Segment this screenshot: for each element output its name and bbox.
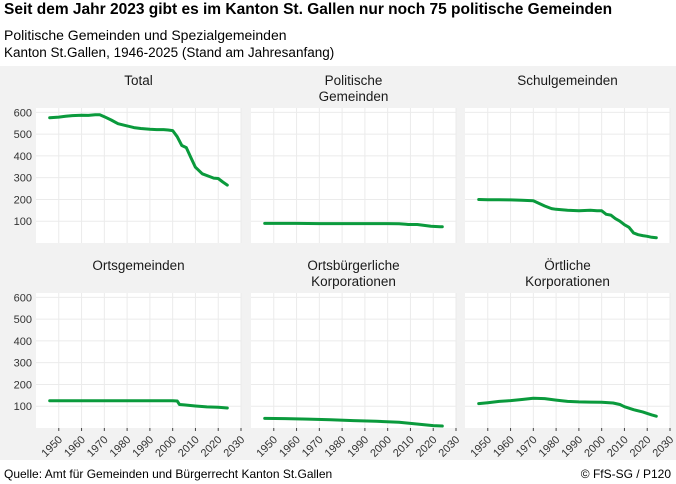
series-line [48, 113, 229, 187]
panel-title: Ortsbürgerliche Korporationen [307, 258, 399, 289]
y-tick-label: 100 [14, 216, 32, 228]
series-line [48, 399, 229, 410]
y-tick-label: 600 [14, 107, 32, 119]
y-tick-label: 300 [14, 358, 32, 370]
plot-area [465, 108, 670, 243]
panel-title: Örtliche Korporationen [525, 258, 610, 289]
panel-2: Politische Gemeinden [251, 73, 457, 243]
panel-title-line: Politische [325, 73, 383, 88]
panel-title-line: Total [124, 73, 153, 88]
y-tick-label: 100 [14, 401, 32, 413]
panel-3: Schulgemeinden [465, 73, 671, 243]
y-tick-label: 500 [14, 314, 32, 326]
panel-title-line: Schulgemeinden [517, 73, 618, 88]
panel-title-line: Gemeinden [319, 89, 389, 104]
source-caption: Quelle: Amt für Gemeinden und Bürgerrech… [4, 467, 333, 481]
panel-1: Total 100 200 300 400 500 600 [14, 73, 242, 243]
panel-title: Ortsgemeinden [92, 258, 184, 273]
y-tick-label: 400 [14, 336, 32, 348]
panel-title: Politische Gemeinden [319, 73, 389, 104]
panel-title: Schulgemeinden [517, 73, 618, 88]
y-tick-label: 300 [14, 173, 32, 185]
plot-area [251, 108, 456, 243]
chart-subsubtitle: Kanton St.Gallen, 1946-2025 (Stand am Ja… [4, 45, 335, 60]
plot-area [465, 293, 670, 428]
series-line [263, 416, 444, 428]
series-line [477, 198, 658, 240]
chart-subtitle: Politische Gemeinden und Spezialgemeinde… [4, 27, 287, 43]
series-line [263, 221, 444, 229]
panel-title-line: Ortsgemeinden [92, 258, 184, 273]
panel-title-line: Ortsbürgerliche [307, 258, 399, 273]
panel-title: Total [124, 73, 153, 88]
panel-title-line: Korporationen [311, 274, 396, 289]
y-tick-label: 400 [14, 151, 32, 163]
panel-title-line: Örtliche [544, 258, 591, 273]
credit-label: © FfS-SG / P120 [580, 467, 671, 481]
series-line [477, 396, 658, 418]
y-tick-label: 600 [14, 292, 32, 304]
panel-title-line: Korporationen [525, 274, 610, 289]
y-tick-label: 500 [14, 129, 32, 141]
y-tick-label: 200 [14, 194, 32, 206]
chart-title: Seit dem Jahr 2023 gibt es im Kanton St.… [4, 1, 613, 18]
plot-area [251, 293, 456, 428]
y-tick-label: 200 [14, 379, 32, 391]
